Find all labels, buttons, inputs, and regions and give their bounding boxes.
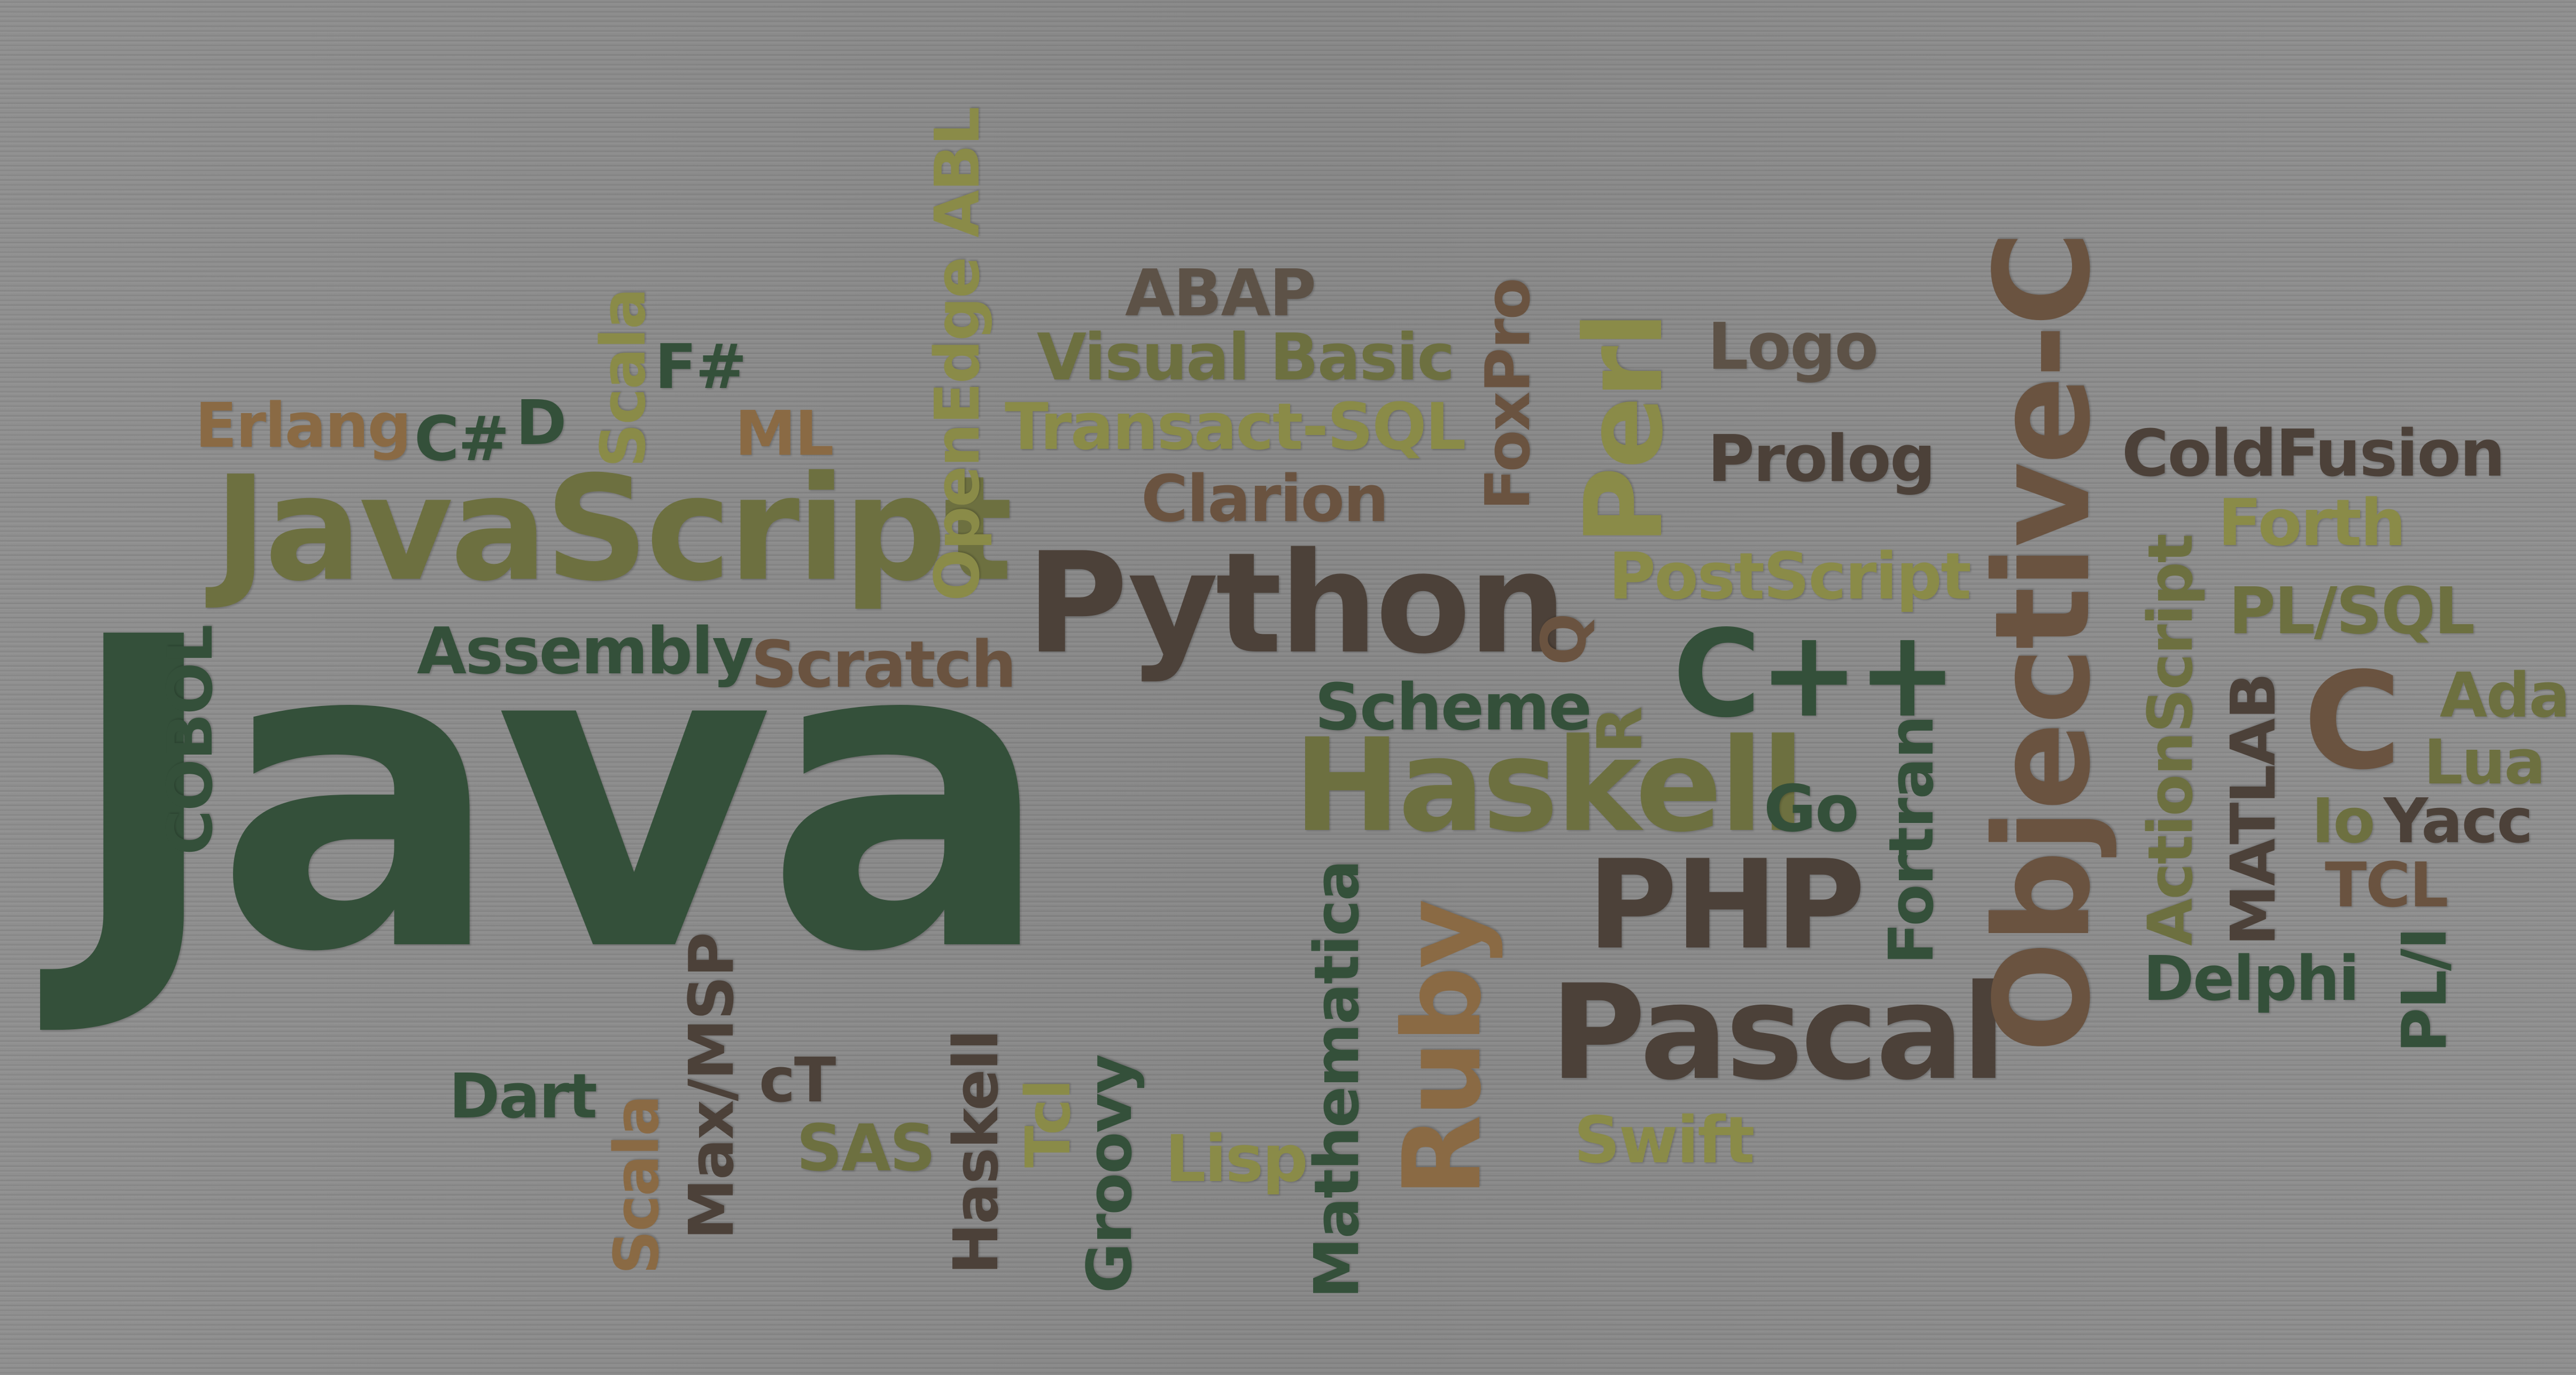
word-fsharp: F# bbox=[655, 331, 747, 403]
word-php: PHP bbox=[1587, 834, 1865, 977]
word-delphi: Delphi bbox=[2143, 943, 2360, 1015]
word-max-msp: Max/MSP bbox=[676, 933, 748, 1240]
word-scheme: Scheme bbox=[1315, 671, 1592, 745]
word-scala-top: Scala bbox=[588, 289, 659, 468]
word-tcl: Tcl bbox=[1013, 1080, 1084, 1168]
word-haskell: Haskell bbox=[1293, 711, 1805, 860]
word-javascript: JavaScript bbox=[214, 445, 1013, 613]
word-java: Java bbox=[64, 547, 1053, 1045]
word-ada: Ada bbox=[2440, 660, 2570, 732]
word-clarion: Clarion bbox=[1141, 462, 1389, 537]
word-forth: Forth bbox=[2218, 486, 2406, 561]
word-scala-bottom: Scala bbox=[601, 1096, 673, 1275]
word-ruby: Ruby bbox=[1380, 901, 1505, 1197]
word-pli: PL/I bbox=[2389, 928, 2461, 1053]
word-abap: ABAP bbox=[1125, 257, 1316, 331]
word-tcl-upper: TCL bbox=[2325, 850, 2449, 921]
word-coldfusion: ColdFusion bbox=[2122, 417, 2505, 491]
word-dart: Dart bbox=[449, 1061, 598, 1132]
word-matlab: MATLAB bbox=[2218, 673, 2290, 946]
word-openedge-abl: OpenEdge ABL bbox=[922, 107, 994, 601]
word-erlang: Erlang bbox=[195, 390, 412, 462]
word-foxpro: FoxPro bbox=[1472, 278, 1544, 510]
word-objective-c: Objective-C bbox=[1967, 233, 2119, 1053]
word-lua: Lua bbox=[2424, 727, 2546, 798]
word-groovy: Groovy bbox=[1074, 1055, 1146, 1293]
word-d: D bbox=[516, 387, 567, 459]
word-haskell-small: Haskell bbox=[941, 1030, 1012, 1275]
word-q: Q bbox=[1528, 614, 1600, 665]
word-yacc: Yacc bbox=[2384, 786, 2533, 857]
word-python: Python bbox=[1026, 523, 1567, 685]
word-ct: cT bbox=[759, 1045, 836, 1116]
word-swift: Swift bbox=[1574, 1104, 1755, 1178]
word-cpp: C++ bbox=[1673, 604, 1958, 744]
word-mathematica: Mathematica bbox=[1301, 860, 1373, 1299]
word-pascal: Pascal bbox=[1550, 957, 2006, 1109]
word-transact-sql: Transact-SQL bbox=[1005, 390, 1466, 464]
word-postscript: PostScript bbox=[1609, 540, 1972, 614]
word-c: C bbox=[2303, 643, 2401, 799]
word-ml: ML bbox=[735, 398, 834, 470]
word-io: Io bbox=[2311, 786, 2376, 857]
word-lisp: Lisp bbox=[1165, 1122, 1308, 1197]
word-prolog: Prolog bbox=[1708, 422, 1936, 496]
word-fortran: Fortran bbox=[1876, 716, 1947, 965]
word-cobol: COBOL bbox=[155, 625, 227, 855]
word-plsql: PL/SQL bbox=[2229, 574, 2475, 649]
word-visual-basic: Visual Basic bbox=[1037, 321, 1455, 395]
word-r: R bbox=[1585, 707, 1656, 753]
word-csharp: C# bbox=[414, 403, 509, 475]
word-sas: SAS bbox=[796, 1112, 936, 1186]
word-perl: Perl bbox=[1562, 313, 1687, 545]
word-go: Go bbox=[1764, 772, 1859, 846]
word-logo: Logo bbox=[1708, 310, 1879, 384]
word-assembly: Assembly bbox=[417, 615, 754, 689]
word-scratch: Scratch bbox=[751, 628, 1017, 702]
word-actionscript: ActionScript bbox=[2135, 534, 2207, 946]
